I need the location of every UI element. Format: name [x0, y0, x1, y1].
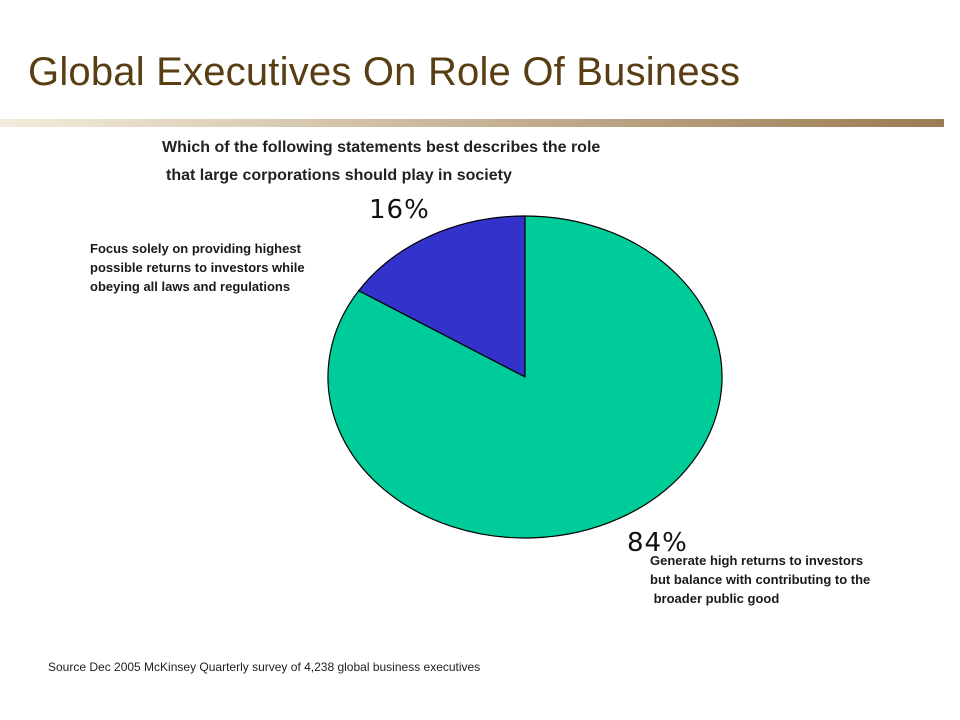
slice-value-label-small: 16% — [369, 195, 430, 225]
slide-title: Global Executives On Role Of Business — [28, 50, 741, 94]
chart-question-line-1: Which of the following statements best d… — [162, 139, 601, 156]
title-rule — [0, 119, 944, 127]
pie-slice-small — [357, 215, 526, 378]
chart-question: Which of the following statements best d… — [162, 134, 600, 190]
source-note: Source Dec 2005 McKinsey Quarterly surve… — [48, 660, 481, 674]
slice-category-label-small: Focus solely on providing highest possib… — [90, 241, 305, 294]
slice-value-label-large: 84% — [627, 528, 688, 558]
pie-slice-large — [327, 215, 723, 539]
slice-category-label-large: Generate high returns to investors but b… — [650, 553, 871, 606]
chart-question-line-2: that large corporations should play in s… — [166, 167, 512, 184]
